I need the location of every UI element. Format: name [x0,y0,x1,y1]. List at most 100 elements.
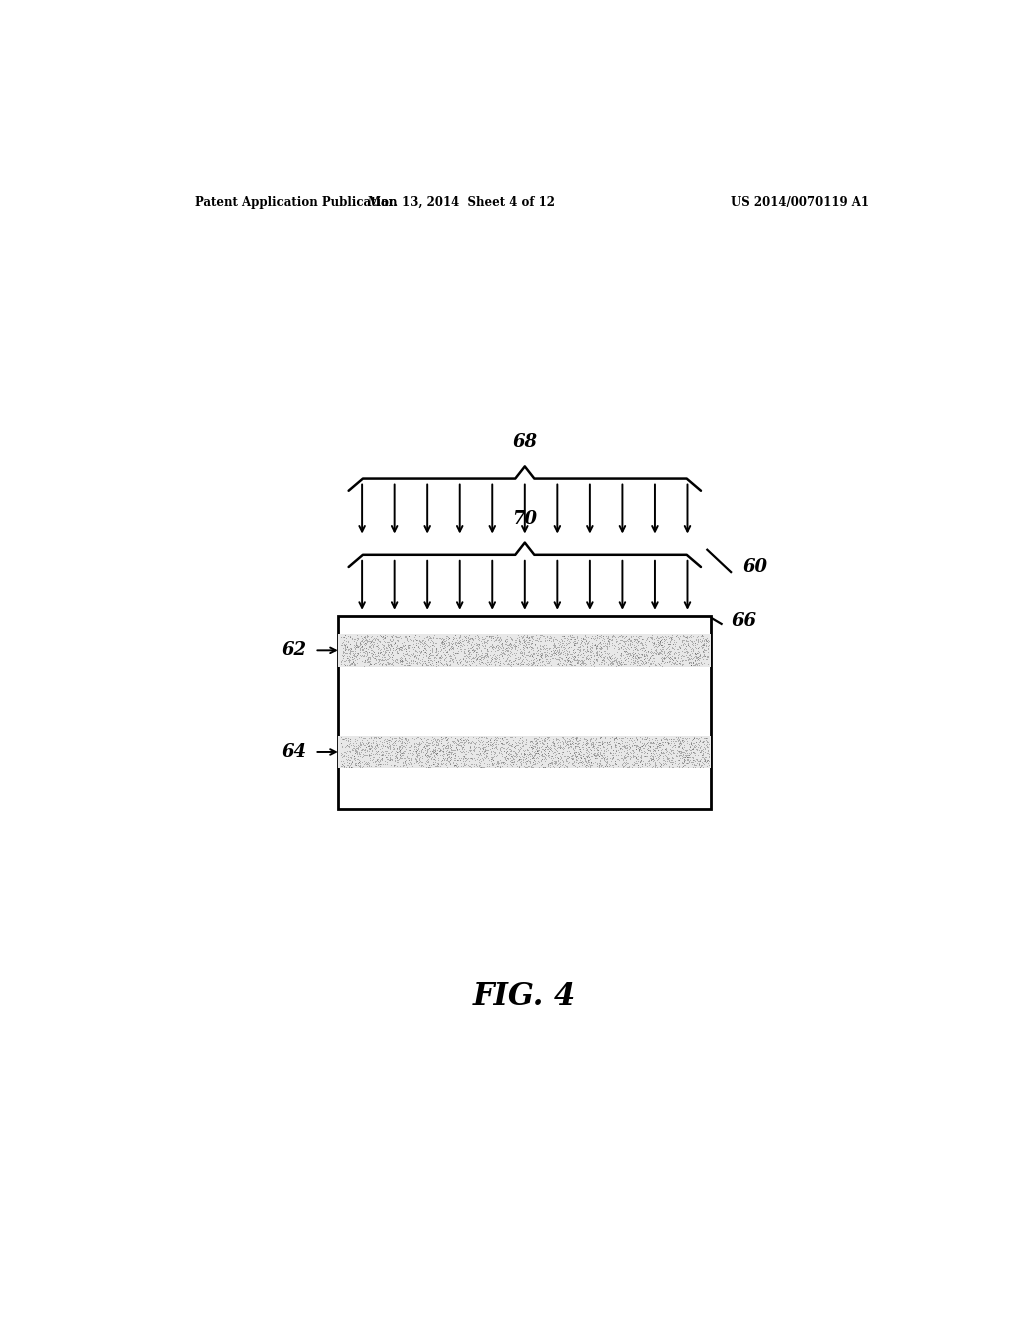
Point [425,744,441,766]
Point [660,648,677,669]
Point [398,727,415,748]
Point [615,750,632,771]
Point [682,737,698,758]
Point [572,744,589,766]
Point [488,752,505,774]
Point [360,648,377,669]
Point [534,643,550,664]
Point [532,631,549,652]
Point [505,754,521,775]
Point [552,731,568,752]
Point [434,631,451,652]
Point [596,652,612,673]
Point [341,645,357,667]
Point [689,631,706,652]
Point [633,626,649,647]
Point [692,750,709,771]
Point [477,741,494,762]
Point [334,743,350,764]
Point [545,639,561,660]
Point [430,752,446,774]
Point [380,748,396,770]
Point [371,638,387,659]
Point [526,735,543,756]
Point [663,751,679,772]
Point [536,739,552,760]
Point [494,640,510,661]
Point [481,626,498,647]
Point [594,649,610,671]
Point [567,746,584,767]
Point [592,735,608,756]
Point [351,734,368,755]
Point [572,741,589,762]
Point [565,734,582,755]
Point [471,648,487,669]
Point [417,744,433,766]
Point [548,741,564,762]
Point [344,652,360,673]
Point [653,743,670,764]
Point [415,639,431,660]
Point [424,639,440,660]
Point [585,743,601,764]
Point [497,630,513,651]
Point [510,624,526,645]
Point [469,756,485,777]
Point [523,655,540,676]
Point [694,751,711,772]
Point [367,630,383,651]
Point [473,631,489,652]
Point [647,636,664,657]
Point [531,638,548,659]
Point [575,652,592,673]
Point [550,652,566,673]
Point [679,746,695,767]
Point [558,731,574,752]
Point [596,751,612,772]
Point [679,748,695,770]
Point [699,653,716,675]
Point [333,742,349,763]
Point [568,756,585,777]
Point [400,747,417,768]
Point [424,638,440,659]
Point [579,733,595,754]
Point [445,627,462,648]
Point [507,738,523,759]
Point [374,648,390,669]
Point [525,750,542,771]
Point [511,634,527,655]
Point [632,738,648,759]
Point [579,639,595,660]
Point [493,630,509,651]
Point [547,752,563,774]
Point [341,651,357,672]
Point [689,640,706,661]
Point [691,727,708,748]
Point [541,638,557,659]
Point [599,647,615,668]
Point [427,651,443,672]
Point [547,744,563,766]
Point [459,729,475,750]
Point [449,738,465,759]
Point [415,731,431,752]
Point [588,638,604,659]
Point [550,737,566,758]
Point [579,647,595,668]
Point [697,639,714,660]
Point [531,743,548,764]
Point [531,635,548,656]
Point [409,726,425,747]
Point [513,748,529,770]
Point [624,632,640,653]
Point [657,738,674,759]
Point [670,642,686,663]
Point [622,634,638,655]
Point [339,647,355,668]
Point [585,649,601,671]
Point [377,632,393,653]
Point [382,726,398,747]
Point [586,649,602,671]
